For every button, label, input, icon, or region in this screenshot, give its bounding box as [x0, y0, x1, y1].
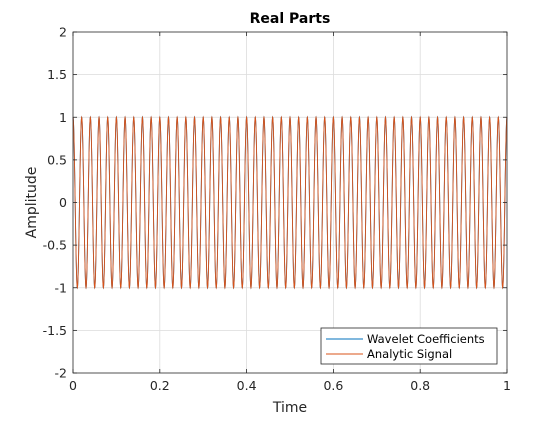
- x-tick-label: 0.8: [410, 378, 430, 393]
- y-tick-label: 0: [59, 195, 67, 210]
- y-tick-label: 0.5: [47, 152, 67, 167]
- y-tick-label: -0.5: [43, 238, 67, 253]
- tick-labels: 0 0.2 0.4 0.6 0.8 1 -2 -1.5 -1 -0.5 0 0.5 1 1.5 2: [43, 25, 511, 394]
- series-line-1: [72, 115, 508, 290]
- y-tick-label: -1: [55, 280, 67, 295]
- x-tick-label: 0.4: [237, 378, 257, 393]
- chart-title: Real Parts: [250, 11, 331, 27]
- legend-box: [320, 327, 498, 365]
- x-tick-label: 1: [503, 378, 511, 393]
- x-tick-label: 0.6: [323, 378, 343, 393]
- x-tick-label: 0.2: [150, 378, 170, 393]
- x-axis-label: Time: [272, 400, 307, 416]
- y-tick-label: 1.5: [47, 67, 67, 82]
- x-tick-label: 0: [69, 378, 77, 393]
- y-tick-label: 2: [59, 25, 67, 40]
- y-axis-label: Amplitude: [24, 167, 40, 239]
- plot-series: [72, 115, 508, 290]
- legend-label-1: Analytic Signal: [367, 347, 452, 361]
- axes-frame: [72, 31, 508, 374]
- y-tick-label: -2: [55, 366, 67, 381]
- legend-label-0: Wavelet Coefficients: [367, 332, 485, 346]
- y-tick-label: 1: [59, 110, 67, 125]
- y-tick-label: -1.5: [43, 323, 67, 338]
